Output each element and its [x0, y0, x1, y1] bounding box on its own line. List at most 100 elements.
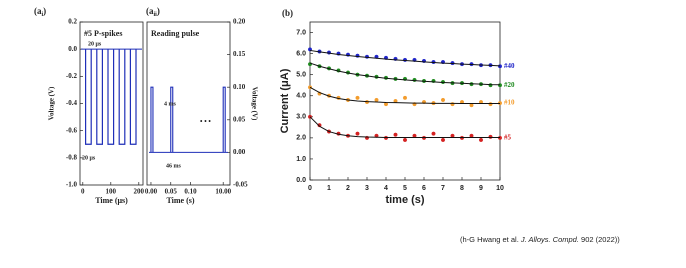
spike [170, 86, 174, 153]
panel-label-close: ) [157, 6, 160, 16]
x-tick-label: 0.10 [184, 188, 197, 196]
pulse [129, 49, 137, 145]
y2-tick-label: 0.05 [233, 115, 246, 123]
x-tick-label: 5 [403, 185, 407, 192]
data-point [403, 137, 408, 142]
data-point [403, 57, 408, 62]
data-point [393, 132, 398, 137]
panel-label: (ai) [34, 6, 46, 18]
y-tick-label: 5.0 [296, 72, 306, 79]
y-tick-label: 7.0 [296, 29, 306, 36]
annotation: 4 ms [164, 101, 176, 107]
x-tick-label: 200 [134, 188, 145, 196]
y2-axis-label: Voltage (V) [250, 87, 258, 121]
y-axis-label: Current (μA) [279, 68, 291, 133]
legend-label: #40 [504, 62, 515, 70]
y-tick-label: 4.0 [296, 93, 306, 100]
x-axis-label: Time (μs) [95, 196, 128, 205]
y-axis-label: Voltage (V) [48, 86, 56, 120]
data-point [431, 131, 436, 136]
data-point [412, 77, 417, 82]
x-tick-label: 0 [81, 188, 85, 196]
data-point [403, 95, 408, 100]
data-point [441, 97, 446, 102]
y2-tick-label: 0.00 [233, 148, 246, 156]
y2-tick-label: 0.20 [233, 18, 246, 26]
data-point [488, 83, 493, 88]
pulse [107, 49, 115, 145]
y-tick-label: 0.2 [68, 18, 77, 26]
x-axis-label: Time (s) [166, 196, 194, 205]
x-tick-label: 10 [496, 185, 504, 192]
y-tick-label: 3.0 [296, 114, 306, 121]
citation: (h-G Hwang et al. J. Alloys. Compd. 902 … [460, 235, 620, 244]
annotation: Reading pulse [151, 29, 200, 38]
x-tick-label: 8 [460, 185, 464, 192]
data-point [374, 97, 379, 102]
y-tick-label: 1.0 [296, 156, 306, 163]
annotation: #5 P-spikes [84, 29, 122, 38]
data-point [355, 95, 360, 100]
x-tick-label: 10.00 [215, 188, 231, 196]
y-tick-label: 6.0 [296, 50, 306, 57]
y-tick-label: -1.0 [66, 181, 78, 189]
citation-suffix: 902 (2022)) [579, 235, 620, 244]
fit-line [309, 86, 500, 105]
plot-frame [309, 21, 501, 181]
panel-label-sub: i [42, 12, 44, 18]
x-tick-label: 1 [327, 185, 331, 192]
fit-line [309, 49, 501, 67]
panel-label: (b) [282, 8, 293, 18]
data-point [317, 123, 322, 128]
panel-label: (aii) [146, 6, 160, 18]
citation-journal: J. Alloys. Compd. [520, 235, 579, 244]
data-point [488, 134, 493, 139]
y2-tick-label: 0.15 [233, 50, 246, 58]
y-tick-label: 2.0 [296, 135, 306, 142]
citation-prefix: (h-G Hwang et al. [460, 235, 521, 244]
data-point [479, 137, 484, 142]
x-tick-label: 0.00 [145, 188, 158, 196]
x-tick-label: 4 [384, 185, 388, 192]
legend-label: #20 [504, 81, 515, 89]
fit-line [309, 116, 500, 138]
panel-label-close: ) [43, 6, 46, 16]
x-tick-label: 100 [106, 188, 117, 196]
annotation: 20 μs [88, 41, 102, 47]
legend-label: #10 [504, 99, 515, 107]
x-tick-label: 0 [308, 185, 312, 192]
data-point [365, 54, 370, 59]
pulse [96, 49, 103, 145]
spike [150, 86, 154, 153]
y-tick-label: -0.2 [66, 72, 78, 80]
y2-tick-label: 0.10 [233, 83, 246, 91]
y-tick-label: -0.8 [66, 153, 78, 161]
x-tick-label: 9 [479, 185, 483, 192]
data-point [355, 131, 360, 136]
panel-label-sub: ii [154, 12, 158, 18]
x-axis-label: time (s) [385, 194, 424, 206]
x-tick-label: 2 [346, 185, 350, 192]
x-tick-label: 6 [422, 185, 426, 192]
data-point [441, 137, 446, 142]
panel-label-main: (a [34, 6, 42, 16]
y-tick-label: -0.6 [66, 126, 78, 134]
y-tick-label: -0.4 [66, 99, 78, 107]
plot-frame [146, 21, 231, 186]
panel-label-main: (b) [282, 8, 293, 18]
y-tick-label: 0.0 [68, 45, 77, 53]
x-tick-label: 0.05 [165, 188, 178, 196]
legend-label: #5 [504, 133, 512, 141]
pulse [118, 49, 126, 145]
data-point [488, 102, 493, 107]
pulse [85, 49, 92, 145]
x-tick-label: 3 [365, 185, 369, 192]
annotation: 46 ms [166, 163, 181, 169]
x-tick-label: 7 [441, 185, 445, 192]
y2-tick-label: -0.05 [233, 181, 248, 189]
y-tick-label: 0.0 [296, 177, 306, 184]
annotation: 20 μs [82, 155, 96, 161]
spike [222, 86, 226, 153]
fit-line [309, 62, 501, 86]
data-point [308, 62, 313, 67]
